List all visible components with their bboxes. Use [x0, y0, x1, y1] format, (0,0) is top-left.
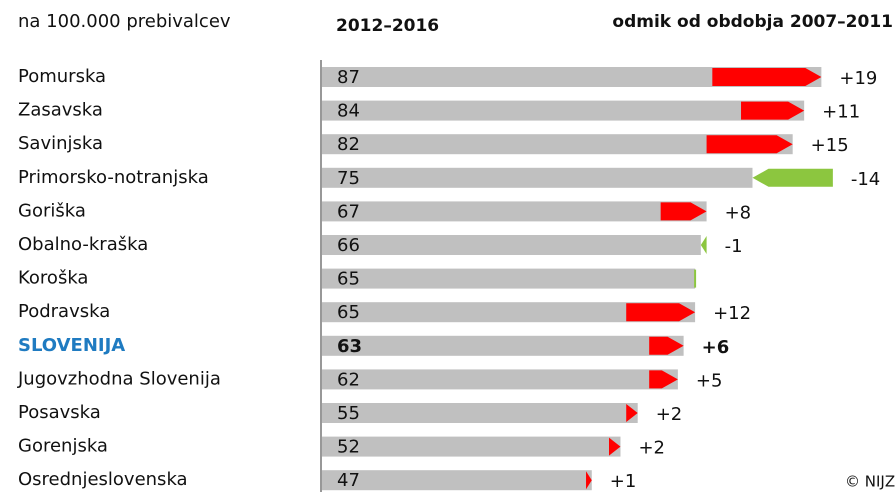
change-label: +1: [610, 471, 637, 492]
bar: [322, 369, 678, 390]
category-label: Obalno-kraška: [18, 234, 148, 255]
value-label: 62: [337, 369, 360, 390]
change-label: +19: [839, 68, 877, 89]
category-label: Osrednjeslovenska: [18, 469, 188, 490]
bar: [322, 134, 793, 155]
change-arrow: [712, 68, 822, 86]
change-label: +6: [702, 337, 730, 358]
change-arrow: [741, 101, 805, 120]
subtitle: na 100.000 prebivalcev: [18, 11, 231, 32]
change-label: +5: [696, 370, 723, 391]
period-label: 2012–2016: [336, 16, 439, 36]
value-label: 67: [337, 201, 360, 222]
value-label: 52: [337, 437, 360, 458]
category-label: Goriška: [18, 200, 86, 221]
category-label: Jugovzhodna Slovenija: [17, 368, 221, 389]
change-arrow: [752, 168, 833, 187]
category-label: Koroška: [18, 268, 88, 289]
category-label: Gorenjska: [18, 436, 108, 457]
value-label: 47: [337, 470, 360, 491]
change-arrow: [660, 202, 707, 221]
credit: © NIJZ: [845, 473, 895, 491]
value-label: 66: [337, 235, 360, 256]
bar: [322, 100, 805, 121]
category-label: SLOVENIJA: [18, 335, 125, 356]
bar: [322, 201, 707, 222]
bar: [322, 470, 592, 491]
category-label: Posavska: [18, 402, 101, 423]
change-label: +8: [725, 202, 752, 223]
change-label: +15: [811, 135, 849, 156]
change-arrow: [649, 336, 684, 355]
category-label: Savinjska: [18, 133, 103, 154]
change-arrow: [694, 269, 697, 288]
change-arrow: [649, 370, 678, 389]
value-label: 82: [337, 134, 360, 155]
bar: [322, 235, 701, 255]
change-label: +12: [713, 303, 751, 324]
change-label: +2: [656, 404, 683, 425]
value-label: 65: [337, 269, 360, 290]
bar: [322, 335, 684, 356]
change-arrow: [609, 437, 621, 456]
change-arrow: [626, 404, 638, 422]
change-arrow: [700, 236, 707, 254]
value-label: 75: [337, 168, 360, 189]
change-arrow: [626, 303, 696, 322]
change-title: odmik od obdobja 2007–2011: [612, 12, 893, 32]
change-label: +11: [822, 102, 860, 123]
value-label: 55: [337, 403, 360, 424]
category-label: Zasavska: [18, 100, 103, 121]
change-arrow: [706, 135, 793, 154]
value-label: 84: [337, 101, 360, 122]
bar: [322, 167, 753, 188]
change-label: -1: [725, 236, 743, 257]
category-label: Pomurska: [18, 66, 106, 87]
category-label: Primorsko-notranjska: [18, 167, 209, 188]
change-label: -14: [851, 169, 880, 190]
bar: [322, 302, 696, 323]
bar: [322, 67, 822, 87]
change-arrow: [586, 471, 592, 490]
value-label: 87: [337, 67, 360, 88]
bar: [322, 268, 696, 289]
bar: [322, 436, 621, 457]
bar: [322, 403, 638, 423]
value-label: 63: [337, 336, 362, 357]
value-label: 65: [337, 302, 360, 323]
category-label: Podravska: [18, 301, 110, 322]
change-label: +2: [638, 438, 665, 459]
